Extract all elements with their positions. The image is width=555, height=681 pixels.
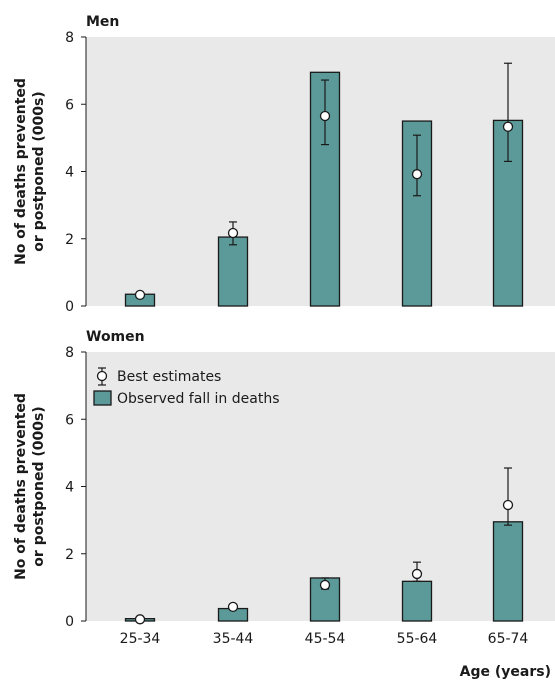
best-estimate-point-women-55-64 [411, 568, 423, 580]
y-tick-label: 2 [65, 547, 74, 563]
y-tick-label: 6 [65, 97, 74, 113]
x-tick-label: 55-64 [397, 631, 438, 647]
best-estimate-point-women-45-54 [319, 579, 331, 591]
best-estimate-point-women-65-74 [502, 499, 514, 511]
legend-observed-label: Observed fall in deaths [117, 391, 280, 407]
best-estimate-point-women-35-44 [227, 601, 239, 613]
y-axis-label-line2: or postponed (000s) [31, 91, 47, 251]
error-bar-men-55-64 [413, 134, 421, 197]
x-axis-label: Age (years) [460, 664, 551, 680]
legend: Best estimates Observed fall in deaths [93, 367, 280, 407]
x-tick-label: 65-74 [488, 631, 529, 647]
best-estimate-point-men-35-44 [227, 227, 239, 239]
y-tick-label: 4 [65, 165, 74, 181]
y-tick-label: 0 [65, 614, 74, 630]
error-bar-women-65-74 [504, 467, 512, 526]
y-axis-label-line1: No of deaths prevented [13, 393, 29, 580]
legend-best-label: Best estimates [117, 369, 221, 385]
bar-men-35-44 [217, 236, 249, 307]
y-tick-label: 2 [65, 232, 74, 248]
best-estimate-point-men-45-54 [319, 110, 331, 122]
y-tick-label: 6 [65, 412, 74, 428]
x-tick-label: 25-34 [120, 631, 161, 647]
y-axis-label: No of deaths prevented or postponed (000s… [13, 78, 47, 265]
legend-best-marker [96, 370, 108, 382]
bar-women-65-74 [492, 521, 524, 622]
panel-title: Men [86, 14, 119, 30]
best-estimate-point-men-65-74 [502, 121, 514, 132]
legend-observed-swatch [93, 390, 112, 406]
x-tick-label: 45-54 [305, 631, 346, 647]
y-tick-label: 0 [65, 299, 74, 315]
panel-title: Women [86, 329, 145, 345]
best-estimate-point-men-25-34 [134, 289, 146, 301]
error-bar-men-65-74 [504, 62, 512, 163]
bar-women-55-64 [401, 580, 433, 622]
plot-background [86, 352, 555, 621]
y-axis-label-line2: or postponed (000s) [31, 406, 47, 566]
y-axis-label: No of deaths prevented or postponed (000s… [13, 393, 47, 580]
y-tick-label: 8 [65, 345, 74, 361]
best-estimate-point-women-25-34 [134, 614, 146, 625]
y-axis-label-line1: No of deaths prevented [13, 78, 29, 265]
x-tick-label: 35-44 [213, 631, 254, 647]
y-tick-label: 4 [65, 480, 74, 496]
y-tick-label: 8 [65, 30, 74, 46]
panel-men: Men 0 2 4 6 8 No of deaths prevented or postpon… [13, 14, 555, 315]
panel-women: Women 0 2 4 6 8 No of deaths prevented or postp… [13, 329, 555, 630]
best-estimate-point-men-55-64 [411, 169, 423, 180]
